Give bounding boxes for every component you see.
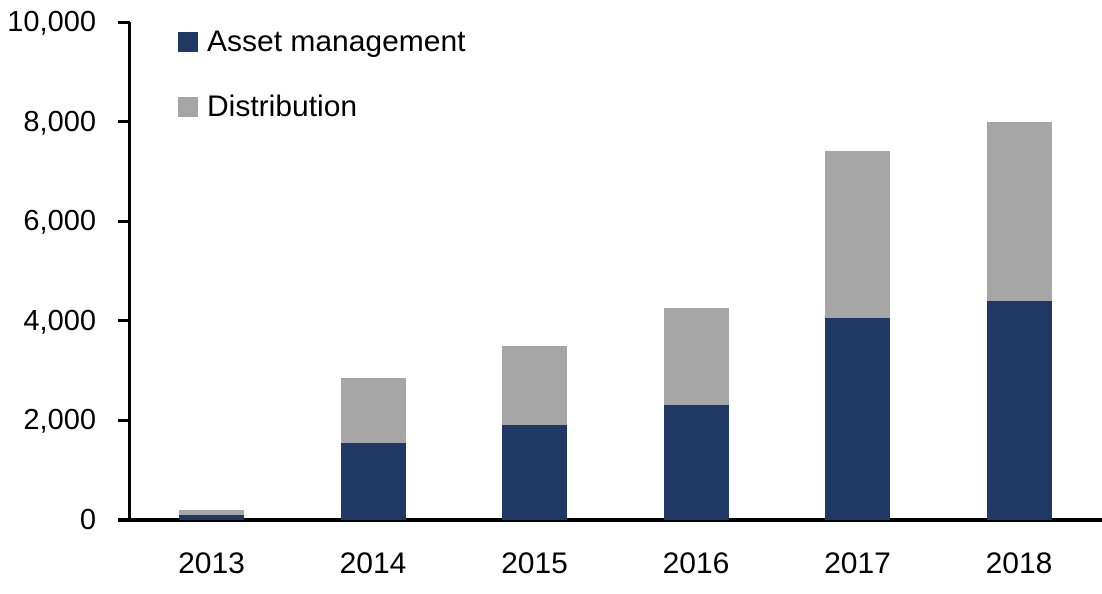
- y-axis-label-0: 0: [79, 504, 96, 536]
- y-axis-label-4,000: 4,000: [23, 304, 96, 337]
- y-axis-label-6,000: 6,000: [23, 205, 96, 238]
- legend-swatch-asset-management-icon: [178, 32, 198, 52]
- legend-label-distribution: Distribution: [207, 90, 358, 123]
- bar-segment-distribution-2013: [179, 510, 244, 515]
- x-axis-label-2018: 2018: [985, 547, 1053, 580]
- x-axis-label-2017: 2017: [824, 547, 891, 580]
- y-axis-label-8,000: 8,000: [23, 105, 96, 138]
- bar-segment-asset-management-2015: [502, 425, 567, 520]
- legend-item-distribution: Distribution: [178, 91, 465, 123]
- y-axis-tick-10,000: [118, 20, 130, 24]
- legend-item-asset-management: Asset management: [178, 26, 465, 58]
- bar-segment-distribution-2014: [340, 378, 406, 443]
- x-axis-label-2015: 2015: [501, 547, 568, 580]
- bar-segment-distribution-2015: [502, 345, 567, 426]
- y-axis-tick-2,000: [118, 418, 130, 422]
- x-axis-line: [118, 518, 1102, 522]
- y-axis-tick-4,000: [118, 319, 130, 323]
- bar-segment-distribution-2017: [825, 151, 890, 319]
- bar-segment-asset-management-2018: [986, 300, 1052, 520]
- bar-segment-asset-management-2017: [825, 318, 890, 520]
- chart-legend: Asset management Distribution: [178, 26, 465, 156]
- x-axis-label-2016: 2016: [662, 547, 730, 580]
- legend-swatch-distribution-icon: [178, 97, 198, 117]
- y-axis-line: [128, 22, 131, 522]
- bar-segment-asset-management-2013: [179, 515, 244, 520]
- y-axis-tick-8,000: [118, 120, 130, 124]
- y-axis-label-2,000: 2,000: [23, 404, 96, 437]
- legend-label-asset-management: Asset management: [207, 25, 466, 58]
- y-axis-label-10,000: 10,000: [7, 6, 96, 38]
- x-axis-label-2013: 2013: [178, 547, 245, 580]
- bar-segment-asset-management-2014: [340, 442, 406, 520]
- bar-segment-distribution-2016: [663, 308, 729, 406]
- x-axis-label-2014: 2014: [339, 547, 407, 580]
- bar-segment-asset-management-2016: [663, 405, 729, 520]
- bar-segment-distribution-2018: [986, 121, 1052, 301]
- y-axis-tick-0: [118, 518, 130, 522]
- y-axis-tick-6,000: [118, 219, 130, 223]
